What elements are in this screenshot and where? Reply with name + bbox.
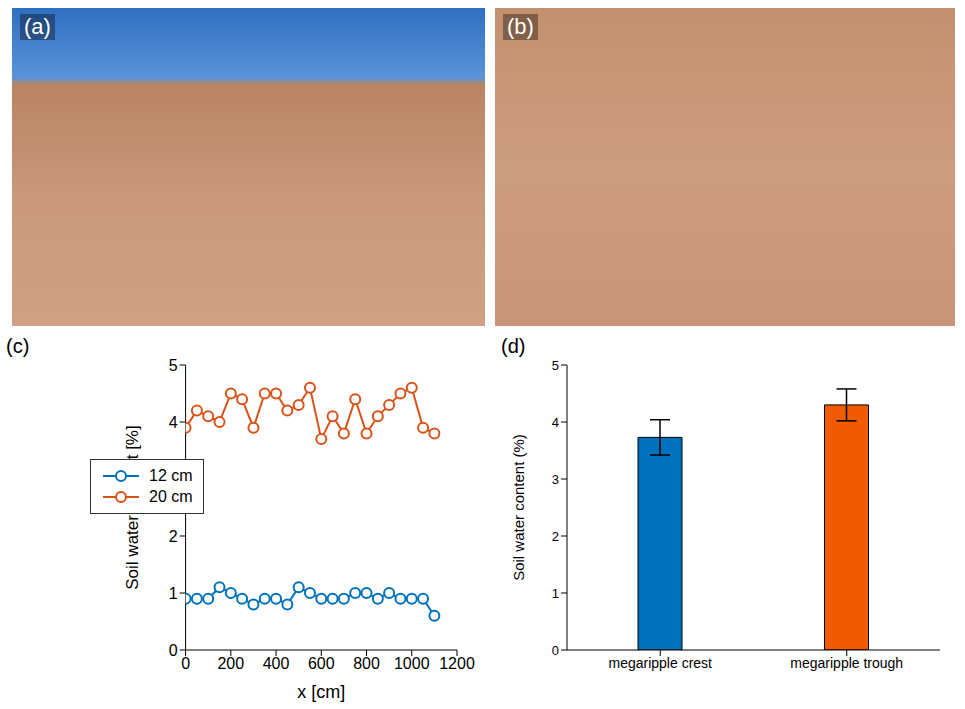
svg-text:3: 3 (552, 472, 559, 487)
svg-text:200: 200 (217, 655, 244, 672)
svg-text:1: 1 (552, 586, 559, 601)
svg-text:2: 2 (552, 529, 559, 544)
svg-text:0: 0 (181, 655, 190, 672)
svg-text:1000: 1000 (394, 655, 430, 672)
svg-text:Soil water content [%]: Soil water content [%] (123, 425, 142, 589)
svg-text:5: 5 (552, 358, 559, 373)
svg-text:Soil water content (%): Soil water content (%) (510, 434, 527, 581)
svg-text:800: 800 (353, 655, 380, 672)
svg-text:4: 4 (552, 415, 559, 430)
svg-text:2: 2 (169, 528, 178, 545)
svg-text:0: 0 (169, 642, 178, 659)
svg-text:1200: 1200 (439, 655, 475, 672)
svg-text:0: 0 (552, 643, 559, 658)
svg-text:4: 4 (169, 414, 178, 431)
svg-text:megaripple crest: megaripple crest (609, 655, 713, 671)
svg-text:megaripple trough: megaripple trough (790, 655, 903, 671)
svg-text:400: 400 (263, 655, 290, 672)
svg-text:5: 5 (169, 357, 178, 374)
svg-text:600: 600 (308, 655, 335, 672)
svg-text:x [cm]: x [cm] (297, 682, 345, 702)
svg-text:3: 3 (169, 471, 178, 488)
svg-text:1: 1 (169, 585, 178, 602)
